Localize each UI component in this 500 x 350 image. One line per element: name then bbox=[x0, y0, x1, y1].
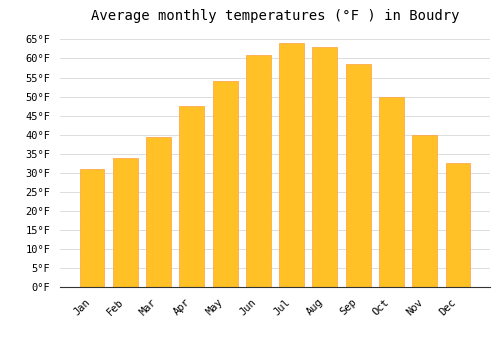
Bar bbox=[312, 47, 338, 287]
Bar bbox=[346, 64, 370, 287]
Bar bbox=[412, 135, 437, 287]
Bar bbox=[113, 158, 138, 287]
Bar bbox=[146, 136, 171, 287]
Bar bbox=[80, 169, 104, 287]
Bar bbox=[279, 43, 304, 287]
Bar bbox=[212, 81, 238, 287]
Bar bbox=[246, 55, 271, 287]
Bar bbox=[180, 106, 204, 287]
Bar bbox=[446, 163, 470, 287]
Bar bbox=[379, 97, 404, 287]
Title: Average monthly temperatures (°F ) in Boudry: Average monthly temperatures (°F ) in Bo… bbox=[91, 9, 459, 23]
